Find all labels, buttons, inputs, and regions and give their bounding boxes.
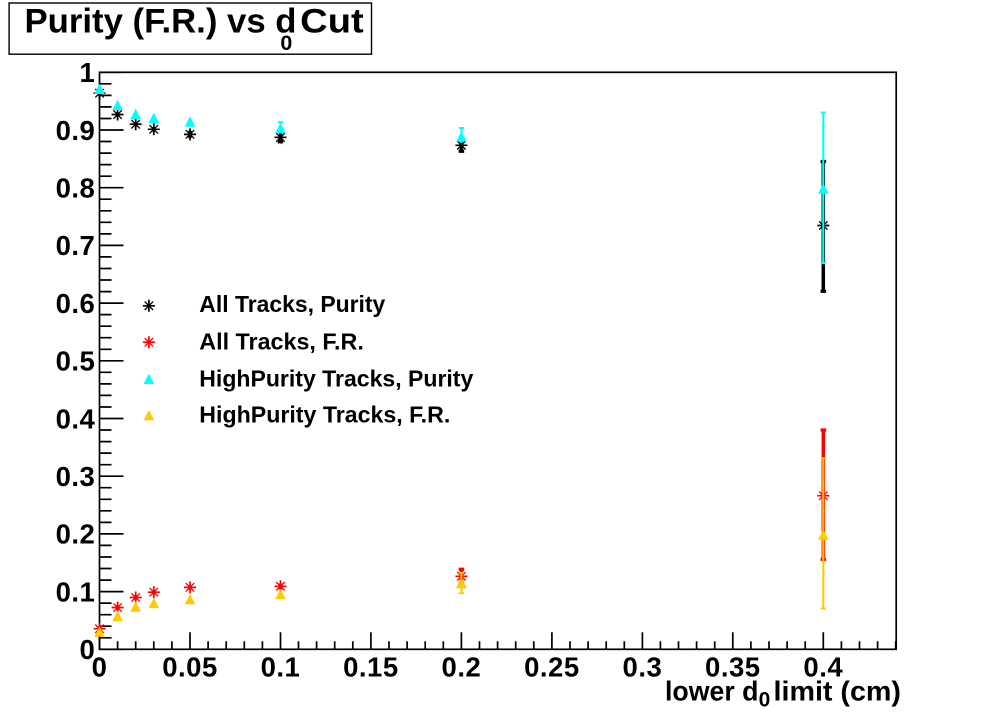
svg-text:0.2: 0.2 [442, 652, 482, 683]
svg-text:All Tracks, F.R.: All Tracks, F.R. [199, 329, 364, 355]
svg-text:0.2: 0.2 [56, 519, 96, 550]
svg-text:HighPurity Tracks, F.R.: HighPurity Tracks, F.R. [199, 401, 450, 427]
svg-text:0.7: 0.7 [56, 230, 96, 261]
svg-text:0.4: 0.4 [56, 403, 96, 434]
svg-text:0.3: 0.3 [623, 652, 663, 683]
svg-text:0.9: 0.9 [56, 115, 96, 146]
svg-text:1: 1 [80, 57, 96, 88]
svg-text:0.1: 0.1 [56, 576, 96, 607]
svg-text:0.8: 0.8 [56, 173, 96, 204]
svg-text:0.1: 0.1 [261, 652, 301, 683]
svg-text:0.5: 0.5 [56, 346, 96, 377]
svg-text:0.25: 0.25 [524, 652, 580, 683]
svg-text:Cut: Cut [300, 3, 364, 41]
svg-text:lower d: lower d [665, 676, 759, 707]
svg-text:0: 0 [80, 634, 96, 665]
svg-text:0.35: 0.35 [705, 652, 761, 683]
svg-text:limit (cm): limit (cm) [774, 676, 902, 707]
svg-text:0.05: 0.05 [162, 652, 218, 683]
svg-text:Purity (F.R.) vs d: Purity (F.R.) vs d [25, 3, 297, 41]
svg-text:0: 0 [92, 652, 108, 683]
svg-text:0.3: 0.3 [56, 461, 96, 492]
svg-text:0: 0 [280, 31, 292, 55]
svg-text:0.4: 0.4 [803, 652, 843, 683]
svg-text:HighPurity Tracks, Purity: HighPurity Tracks, Purity [199, 366, 473, 392]
svg-text:0.6: 0.6 [56, 288, 96, 319]
svg-text:All Tracks, Purity: All Tracks, Purity [199, 291, 385, 317]
svg-text:0: 0 [759, 689, 771, 712]
svg-text:0.15: 0.15 [343, 652, 399, 683]
